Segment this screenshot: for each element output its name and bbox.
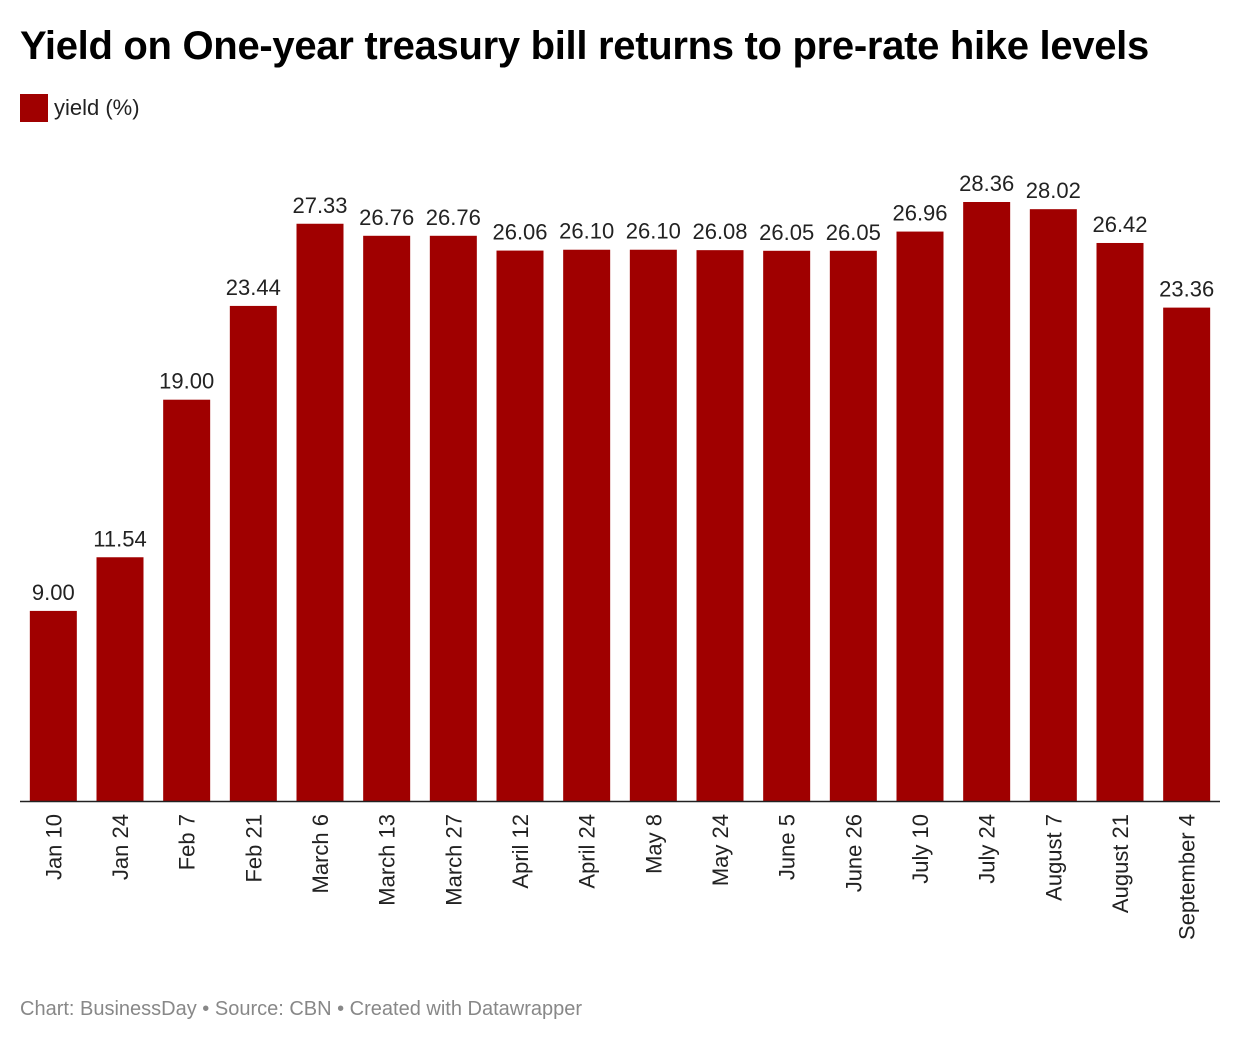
x-axis-tick-label: August 21 <box>1108 814 1133 913</box>
bar-value-label: 23.36 <box>1159 277 1214 302</box>
x-axis-tick-label: April 12 <box>508 814 533 889</box>
chart-title: Yield on One-year treasury bill returns … <box>20 24 1149 68</box>
bar-value-label: 27.33 <box>292 193 347 218</box>
chart-footer: Chart: BusinessDay • Source: CBN • Creat… <box>20 998 583 1020</box>
bar <box>163 399 211 801</box>
x-axis-tick-label: Feb 7 <box>175 814 200 870</box>
bar <box>963 202 1011 801</box>
bar-value-label: 26.10 <box>626 219 681 244</box>
bar-value-label: 19.00 <box>159 369 214 394</box>
bar-value-label: 26.76 <box>426 205 481 230</box>
bar <box>296 223 344 801</box>
bar-value-label: 26.96 <box>892 201 947 226</box>
bar <box>96 557 144 801</box>
bar-value-label: 26.42 <box>1092 212 1147 237</box>
bar <box>1096 242 1144 802</box>
bar <box>563 249 611 802</box>
bar-value-label: 26.05 <box>759 220 814 245</box>
x-axis-tick-label: August 7 <box>1041 814 1066 901</box>
x-axis-tick-labels: Jan 10 Jan 24 Feb 7 Feb 21 March 6 March 13 Ma… <box>41 814 1199 940</box>
x-axis-tick-label: March 27 <box>441 814 466 906</box>
bar-value-label: 26.05 <box>826 220 881 245</box>
bar-value-label: 26.10 <box>559 219 614 244</box>
bar <box>229 305 277 801</box>
x-axis-tick-label: July 10 <box>908 814 933 884</box>
bar <box>29 610 77 801</box>
legend: yield (%) <box>20 94 140 122</box>
bar-value-label: 28.36 <box>959 171 1014 196</box>
bar-value-label: 9.00 <box>32 580 75 605</box>
bar <box>696 250 744 801</box>
legend-swatch <box>20 94 48 122</box>
bar <box>1029 209 1077 801</box>
bar-value-label: 28.02 <box>1026 178 1081 203</box>
legend-label: yield (%) <box>54 95 140 120</box>
x-axis-tick-label: Jan 24 <box>108 814 133 880</box>
x-axis-tick-label: May 8 <box>641 814 666 874</box>
bar <box>763 250 811 802</box>
bar <box>829 250 877 802</box>
x-axis-tick-label: June 26 <box>841 814 866 892</box>
x-axis-tick-label: Jan 10 <box>41 814 66 880</box>
x-axis-tick-label: July 24 <box>975 814 1000 884</box>
x-axis-tick-label: September 4 <box>1175 814 1200 940</box>
bar-value-label: 26.08 <box>692 219 747 244</box>
x-axis-tick-label: May 24 <box>708 814 733 886</box>
x-axis-tick-label: April 24 <box>575 814 600 889</box>
bar-value-label: 26.76 <box>359 205 414 230</box>
bar <box>496 250 544 801</box>
bar-labels: 9.00 11.54 19.00 23.44 27.33 26.76 26.76 26.06 2… <box>32 171 1214 605</box>
bar <box>429 235 477 802</box>
bar <box>1163 307 1211 801</box>
x-axis-tick-label: June 5 <box>775 814 800 880</box>
bar-value-label: 11.54 <box>93 526 146 551</box>
bar <box>629 249 677 802</box>
bar <box>363 235 411 802</box>
bar-value-label: 26.06 <box>492 220 547 245</box>
x-axis-tick-label: March 13 <box>375 814 400 906</box>
x-axis-tick-label: Feb 21 <box>241 814 266 883</box>
bars <box>29 202 1211 802</box>
bar <box>896 231 944 801</box>
x-axis-tick-label: March 6 <box>308 814 333 893</box>
bar-value-label: 23.44 <box>226 275 281 300</box>
